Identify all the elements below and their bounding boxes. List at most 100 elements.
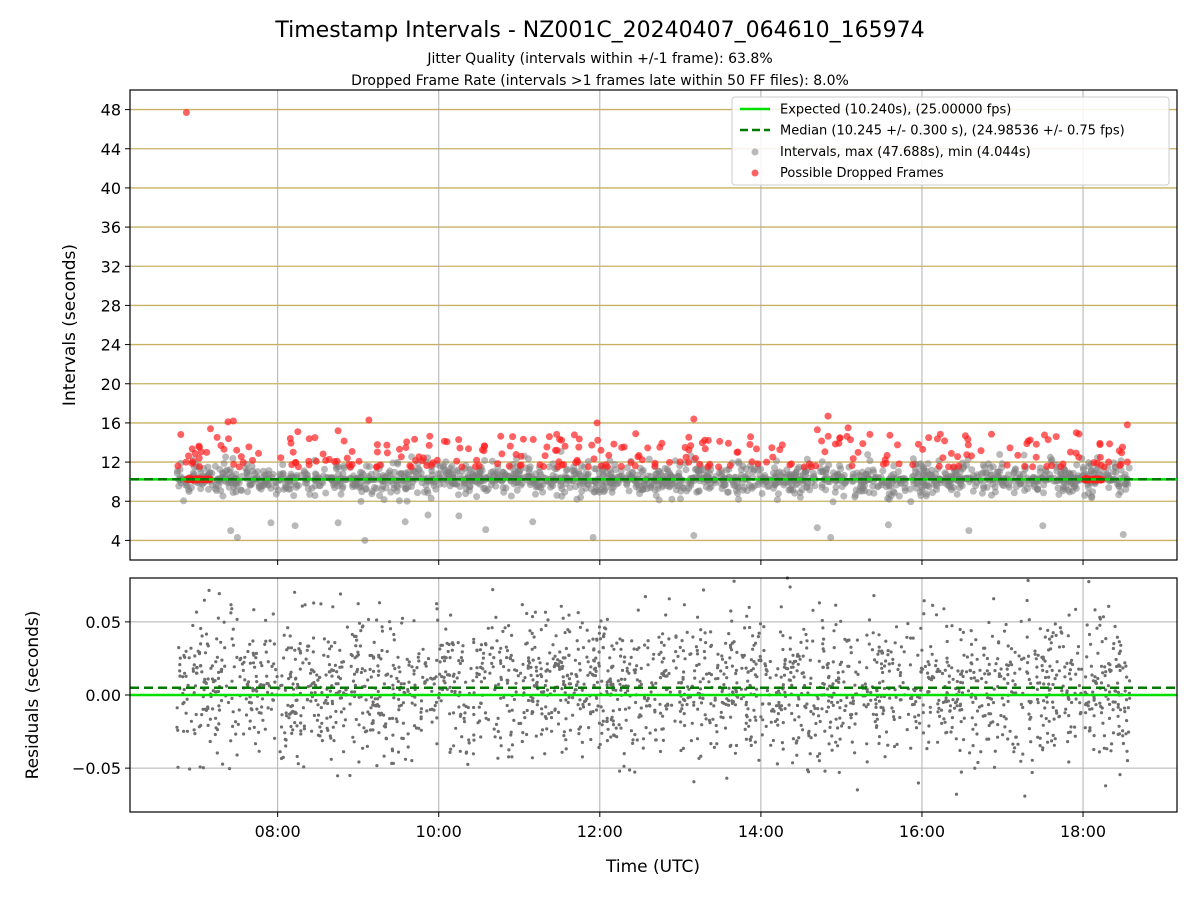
residual-point: [283, 731, 286, 734]
residual-point: [460, 656, 463, 659]
dropped-frame-point: [185, 452, 192, 459]
residual-point: [665, 674, 668, 677]
y-tick-label: 36: [101, 218, 121, 237]
dropped-frame-point: [558, 462, 565, 469]
residual-point: [499, 647, 502, 650]
residual-point: [548, 651, 551, 654]
residual-point: [515, 690, 518, 693]
residual-point: [259, 661, 262, 664]
residual-point: [220, 699, 223, 702]
residual-point: [850, 716, 853, 719]
residual-point: [232, 710, 235, 713]
residual-point: [757, 659, 760, 662]
residual-point: [697, 757, 700, 760]
residual-point: [873, 658, 876, 661]
residual-point: [589, 665, 592, 668]
residual-point: [1042, 682, 1045, 685]
residual-point: [937, 707, 940, 710]
interval-point: [1120, 531, 1127, 538]
residual-point: [195, 672, 198, 675]
interval-point: [1024, 485, 1031, 492]
dropped-frame-point: [320, 451, 327, 458]
dropped-frame-point: [1043, 463, 1050, 470]
dropped-frame-point: [1029, 463, 1036, 470]
residual-point: [525, 733, 528, 736]
residual-point: [895, 625, 898, 628]
residual-point: [781, 648, 784, 651]
residual-point: [708, 672, 711, 675]
residual-point: [1045, 670, 1048, 673]
dropped-frame-point: [428, 462, 435, 469]
residual-point: [331, 700, 334, 703]
residual-point: [521, 663, 524, 666]
dropped-frame-point: [690, 416, 697, 423]
residual-point: [821, 626, 824, 629]
interval-point: [293, 482, 300, 489]
residual-point: [780, 676, 783, 679]
residual-point: [695, 664, 698, 667]
residual-point: [709, 630, 712, 633]
residual-point: [382, 714, 385, 717]
residual-point: [510, 654, 513, 657]
residual-point: [437, 696, 440, 699]
residual-point: [457, 659, 460, 662]
residual-point: [1056, 660, 1059, 663]
interval-point: [683, 466, 690, 473]
residual-point: [466, 763, 469, 766]
residual-point: [592, 659, 595, 662]
residual-point: [962, 654, 965, 657]
residual-point: [944, 721, 947, 724]
dropped-frame-point: [886, 432, 893, 439]
residual-point: [299, 732, 302, 735]
dropped-frame-point: [322, 457, 329, 464]
residual-point: [797, 663, 800, 666]
residual-point: [662, 727, 665, 730]
residual-point: [790, 712, 793, 715]
interval-point: [488, 469, 495, 476]
residual-point: [220, 668, 223, 671]
residual-point: [776, 724, 779, 727]
interval-point: [212, 485, 219, 492]
residual-point: [598, 650, 601, 653]
residual-point: [817, 714, 820, 717]
residual-point: [228, 767, 231, 770]
interval-point: [402, 485, 409, 492]
interval-point: [984, 484, 991, 491]
residual-point: [874, 706, 877, 709]
dropped-frame-point: [746, 441, 753, 448]
residual-point: [1048, 689, 1051, 692]
dropped-frame-point: [825, 433, 832, 440]
residual-point: [178, 669, 181, 672]
residual-point: [330, 675, 333, 678]
residual-point: [917, 714, 920, 717]
residual-point: [927, 724, 930, 727]
residual-point: [594, 667, 597, 670]
residual-point: [407, 745, 410, 748]
residual-point: [652, 657, 655, 660]
residual-point: [800, 724, 803, 727]
residual-point: [885, 730, 888, 733]
residual-point: [564, 698, 567, 701]
residual-point: [1031, 771, 1034, 774]
residual-point: [209, 718, 212, 721]
residual-point: [799, 641, 802, 644]
residual-point: [951, 716, 954, 719]
x-tick-label: 18:00: [1060, 822, 1106, 841]
residual-point: [705, 673, 708, 676]
residual-point: [484, 643, 487, 646]
residual-point: [372, 700, 375, 703]
residual-point: [930, 678, 933, 681]
residual-point: [691, 635, 694, 638]
residual-point: [361, 712, 364, 715]
residual-point: [439, 660, 442, 663]
residual-point: [297, 762, 300, 765]
residual-point: [692, 704, 695, 707]
dropped-frame-point: [411, 436, 418, 443]
residual-point: [1128, 697, 1131, 700]
residual-point: [364, 669, 367, 672]
residual-point: [950, 666, 953, 669]
legend-label-median: Median (10.245 +/- 0.300 s), (24.98536 +…: [780, 124, 1125, 139]
residual-point: [916, 654, 919, 657]
residual-point: [469, 667, 472, 670]
dropped-frame-point: [644, 444, 651, 451]
